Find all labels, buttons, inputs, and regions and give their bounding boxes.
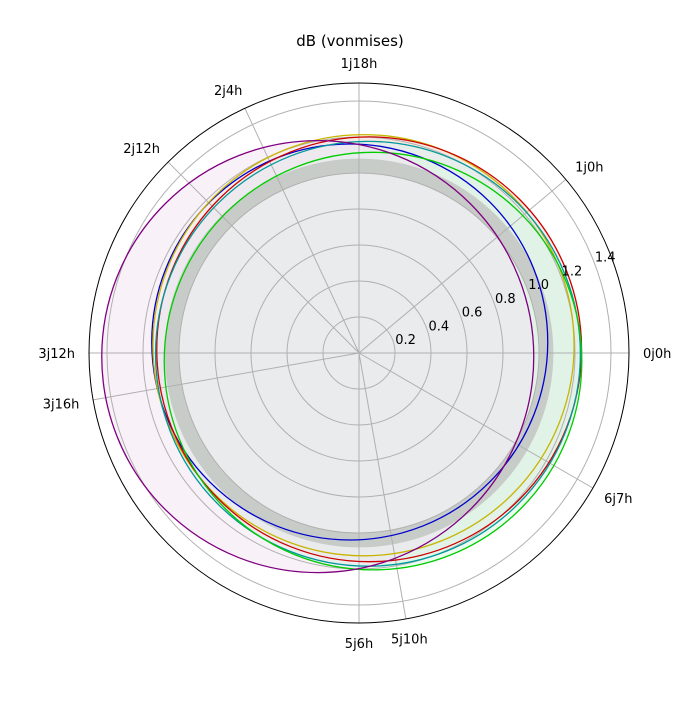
angular-tick-label-4: 2j12h bbox=[123, 142, 160, 157]
angular-tick-label-7: 5j6h bbox=[345, 637, 373, 652]
angular-gridline-1 bbox=[358, 179, 567, 354]
angular-gridline-6 bbox=[93, 352, 360, 401]
radial-tick-label-1: 0.4 bbox=[429, 319, 450, 334]
radial-tick-label-0: 0.2 bbox=[395, 333, 416, 348]
angular-tick-label-3: 2j4h bbox=[214, 84, 242, 99]
radial-tick-label-4: 1.0 bbox=[528, 278, 549, 293]
series-0-line bbox=[151, 143, 549, 541]
tick-labels: 0j0h 1j0h 1j18h 2j4h 2j12h 3j12h 3j16h 5j6h 5j10… bbox=[38, 57, 671, 652]
series-5-line bbox=[101, 139, 535, 574]
angular-tick-label-6: 3j16h bbox=[43, 397, 80, 412]
angular-gridline-8 bbox=[358, 352, 407, 619]
polar-frame bbox=[88, 82, 630, 624]
series-lines bbox=[101, 133, 583, 574]
radial-tick-label-2: 0.6 bbox=[462, 306, 483, 321]
angular-gridline-3 bbox=[244, 108, 360, 354]
radial-tick-label-5: 1.2 bbox=[562, 264, 583, 279]
angular-tick-label-0: 0j0h bbox=[643, 347, 671, 362]
radial-tick-label-3: 0.8 bbox=[495, 292, 516, 307]
angular-tick-label-1: 1j0h bbox=[575, 161, 603, 176]
angular-gridline-4 bbox=[167, 161, 360, 354]
chart-title: dB (vonmises) bbox=[296, 32, 404, 50]
angular-tick-label-5: 3j12h bbox=[38, 347, 75, 362]
radial-tick-label-6: 1.4 bbox=[595, 251, 616, 266]
series-4-line bbox=[163, 151, 583, 571]
series-1-line bbox=[152, 133, 575, 557]
angular-tick-label-8: 5j10h bbox=[391, 633, 428, 648]
angular-tick-label-2: 1j18h bbox=[341, 57, 378, 72]
polar-grid bbox=[88, 82, 630, 624]
angular-tick-label-9: 6j7h bbox=[604, 492, 632, 507]
